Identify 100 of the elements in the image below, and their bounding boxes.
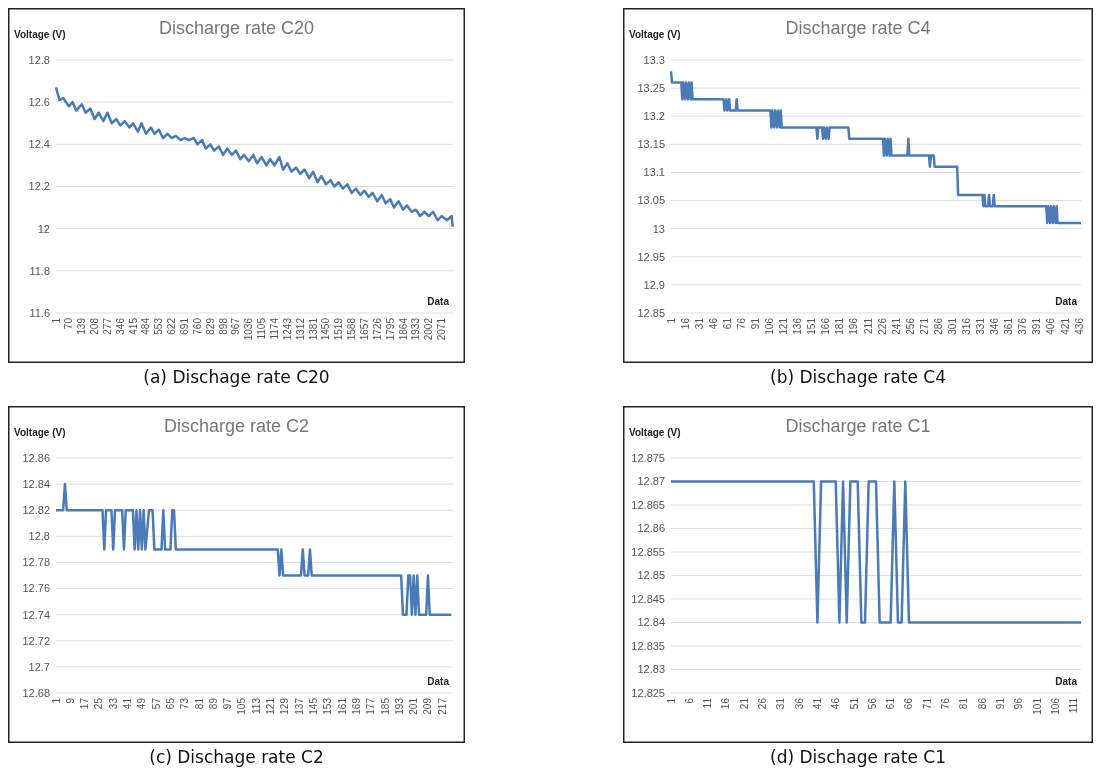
x-tick-label: 41 — [811, 697, 823, 710]
x-tick-label: 181 — [834, 317, 846, 335]
x-tick-label: 760 — [191, 317, 203, 335]
x-tick-label: 86 — [976, 697, 988, 710]
x-tick-label: 49 — [136, 697, 148, 710]
x-tick-label: 25 — [93, 697, 105, 710]
x-tick-label: 1 — [50, 697, 62, 704]
y-tick-label: 12.7 — [28, 660, 50, 673]
x-tick-label: 136 — [792, 317, 804, 335]
x-tick-label: 1864 — [397, 317, 409, 341]
x-tick-label: 106 — [1049, 697, 1061, 715]
x-tick-label: 57 — [150, 697, 162, 710]
line-series — [669, 69, 1083, 225]
chart-title: Discharge rate C1 — [785, 416, 931, 436]
y-tick-label: 12.87 — [637, 475, 665, 488]
x-tick-label: 1519 — [333, 317, 345, 341]
x-tick-label: 21 — [738, 697, 750, 710]
y-tick-label: 12.875 — [631, 451, 665, 464]
x-tick-label: 166 — [820, 317, 832, 335]
x-tick-label: 271 — [918, 317, 930, 335]
y-tick-label: 13.25 — [637, 81, 665, 94]
x-tick-label: 196 — [848, 317, 860, 335]
y-tick-label: 13.15 — [637, 138, 665, 151]
text: (a) Dischage rate C20 — [143, 367, 330, 387]
x-tick-label: 97 — [222, 697, 234, 710]
x-tick-label: 208 — [89, 317, 101, 335]
x-tick-label: 17 — [79, 697, 91, 710]
x-tick-label: 391 — [1031, 317, 1043, 335]
x-tick-label: 33 — [107, 697, 119, 710]
y-tick-label: 11.6 — [29, 306, 50, 319]
x-tick-label: 2071 — [436, 317, 448, 341]
x-tick-label: 11 — [702, 697, 714, 709]
y-tick-label: 12.9 — [643, 278, 665, 291]
x-tick-label: 66 — [903, 697, 915, 710]
x-tick-label: 41 — [122, 697, 134, 710]
x-axis-title: Data — [1055, 676, 1078, 687]
x-tick-label: 46 — [707, 317, 719, 330]
x-tick-label: 376 — [1017, 317, 1029, 335]
y-tick-label: 12.85 — [637, 306, 665, 319]
x-tick-label: 105 — [236, 697, 248, 715]
x-tick-label: 209 — [422, 697, 434, 715]
x-tick-label: 161 — [336, 697, 348, 715]
x-tick-label: 46 — [830, 697, 842, 710]
y-tick-label: 12.6 — [28, 96, 50, 109]
x-tick-label: 56 — [866, 697, 878, 710]
x-tick-label: 277 — [101, 317, 113, 335]
text: (c) Dischage rate C2 — [149, 747, 324, 767]
x-tick-label: 101 — [1031, 697, 1043, 715]
x-tick-label: 1 — [50, 317, 62, 324]
y-tick-label: 12.855 — [631, 545, 665, 558]
x-tick-label: 6 — [683, 697, 695, 704]
x-axis-title: Data — [1055, 296, 1078, 307]
x-tick-label: 9 — [64, 697, 76, 704]
x-tick-label: 346 — [989, 317, 1001, 335]
y-tick-label: 12 — [37, 222, 50, 235]
y-tick-label: 12.85 — [637, 569, 665, 582]
chart-title: Discharge rate C2 — [163, 416, 310, 436]
x-tick-label: 106 — [764, 317, 776, 335]
x-tick-label: 301 — [946, 317, 958, 335]
x-tick-label: 217 — [436, 697, 448, 715]
y-tick-label: 12.2 — [28, 180, 50, 193]
x-tick-label: 226 — [876, 317, 888, 335]
x-tick-label: 121 — [265, 697, 277, 715]
line-series — [54, 482, 453, 616]
y-axis-title: Voltage (V) — [14, 427, 66, 438]
x-tick-label: 1381 — [307, 317, 319, 341]
x-tick-label: 73 — [179, 697, 191, 710]
y-tick-label: 12.72 — [22, 634, 50, 647]
x-tick-label: 113 — [250, 697, 262, 714]
x-tick-label: 1243 — [281, 317, 293, 341]
text: (d) Dischage rate C1 — [770, 747, 946, 767]
x-tick-label: 346 — [114, 317, 126, 335]
x-tick-label: 2002 — [423, 317, 435, 341]
y-tick-label: 11.8 — [29, 264, 50, 277]
x-tick-label: 61 — [885, 697, 897, 710]
x-tick-label: 256 — [904, 317, 916, 335]
x-tick-label: 151 — [806, 317, 818, 335]
x-tick-label: 36 — [793, 697, 805, 710]
y-tick-label: 12.86 — [22, 451, 50, 464]
x-tick-label: 91 — [994, 697, 1006, 710]
x-tick-label: 622 — [166, 317, 178, 335]
x-tick-label: 153 — [322, 697, 334, 715]
y-tick-label: 12.84 — [22, 477, 50, 490]
y-tick-label: 13.05 — [637, 194, 665, 207]
x-tick-label: 139 — [76, 317, 88, 335]
x-tick-label: 1657 — [359, 317, 371, 341]
x-tick-label: 241 — [890, 317, 902, 335]
x-tick-label: 16 — [679, 317, 691, 330]
y-axis-title: Voltage (V) — [629, 427, 681, 438]
x-tick-label: 316 — [961, 317, 973, 335]
line-series — [54, 86, 454, 228]
x-tick-label: 406 — [1045, 317, 1057, 335]
x-axis-title: Data — [427, 296, 450, 307]
y-tick-label: 13.3 — [643, 53, 665, 66]
x-tick-label: 201 — [408, 697, 420, 715]
x-tick-label: 89 — [207, 697, 219, 710]
x-tick-label: 169 — [350, 697, 362, 715]
x-tick-label: 177 — [365, 697, 377, 715]
x-tick-label: 967 — [230, 317, 242, 335]
x-tick-label: 96 — [1013, 697, 1025, 710]
